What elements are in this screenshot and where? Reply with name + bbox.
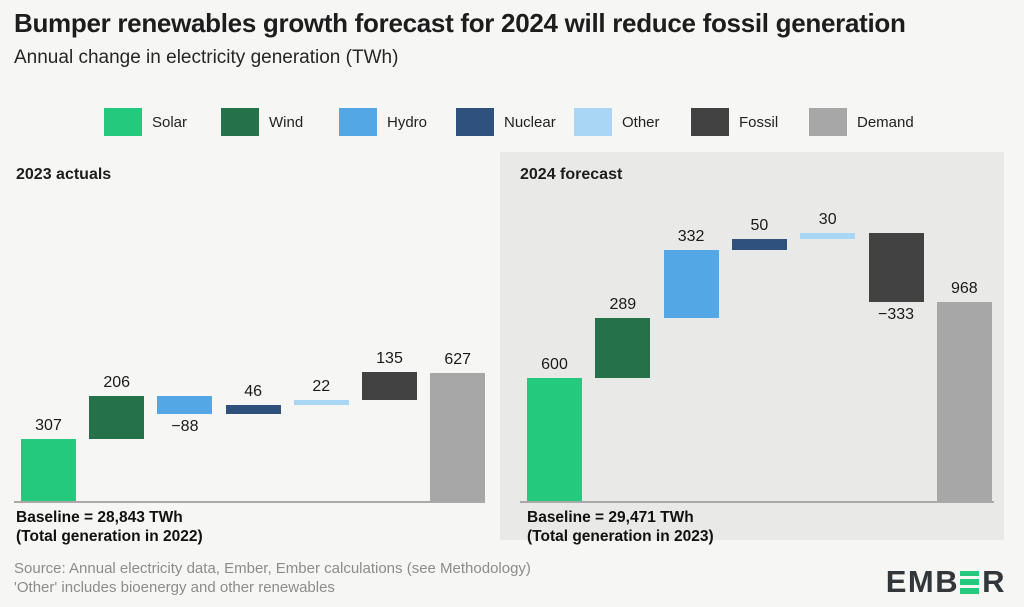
value-label: 206 bbox=[103, 374, 131, 391]
hydro-swatch-icon bbox=[339, 108, 377, 136]
value-label: −333 bbox=[877, 306, 915, 323]
other-definition-note: 'Other' includes bioenergy and other ren… bbox=[14, 579, 335, 596]
bar-wind-2023 bbox=[89, 396, 145, 439]
waterfall-plot-2024: 600 289 332 50 30 −333 968 bbox=[500, 152, 1004, 540]
logo-text-prefix: EMB bbox=[885, 564, 960, 599]
panel-2023-actuals: 2023 actuals 307 206 −88 46 22 135 627 Baselin… bbox=[0, 152, 490, 545]
legend-item-wind: Wind bbox=[221, 108, 303, 136]
source-note: Source: Annual electricity data, Ember, … bbox=[14, 560, 531, 577]
bar-nuclear-2023 bbox=[225, 404, 281, 415]
bar-other-2023 bbox=[293, 400, 349, 405]
chart-subtitle: Annual change in electricity generation … bbox=[14, 47, 399, 68]
bar-fossil-2024 bbox=[868, 233, 924, 302]
bar-other-2024 bbox=[800, 233, 856, 240]
legend-item-fossil: Fossil bbox=[691, 108, 778, 136]
baseline-note: Baseline = 28,843 TWh (Total generation … bbox=[16, 508, 203, 546]
legend-label: Demand bbox=[857, 113, 914, 131]
legend-item-other: Other bbox=[574, 108, 660, 136]
value-label: 968 bbox=[950, 280, 978, 297]
legend-label: Other bbox=[622, 113, 660, 131]
wind-swatch-icon bbox=[221, 108, 259, 136]
baseline-note: Baseline = 29,471 TWh (Total generation … bbox=[527, 508, 714, 546]
legend-label: Nuclear bbox=[504, 113, 556, 131]
bar-solar-2024 bbox=[527, 378, 582, 502]
solar-swatch-icon bbox=[104, 108, 142, 136]
baseline-value: Baseline = 29,471 TWh bbox=[527, 509, 694, 526]
legend-item-solar: Solar bbox=[104, 108, 187, 136]
bar-demand-2023 bbox=[430, 372, 486, 502]
ember-logo: EMB R bbox=[885, 564, 1006, 599]
value-label: 30 bbox=[818, 211, 837, 229]
bar-hydro-2024 bbox=[663, 249, 719, 319]
legend-item-demand: Demand bbox=[809, 108, 914, 136]
value-label: 627 bbox=[444, 350, 472, 368]
value-label: 307 bbox=[35, 416, 62, 434]
value-label: −88 bbox=[171, 418, 199, 436]
baseline-axis bbox=[520, 501, 994, 503]
value-label: 50 bbox=[750, 217, 769, 235]
value-label: 46 bbox=[244, 382, 262, 400]
nuclear-swatch-icon bbox=[456, 108, 494, 136]
page-title: Bumper renewables growth forecast for 20… bbox=[14, 8, 906, 38]
panel-title: 2024 forecast bbox=[520, 166, 623, 183]
value-label: 135 bbox=[376, 350, 403, 368]
legend-item-hydro: Hydro bbox=[339, 108, 427, 136]
bar-hydro-2023 bbox=[157, 396, 213, 415]
legend-label: Wind bbox=[269, 113, 304, 131]
ember-green-e-icon bbox=[960, 570, 980, 594]
baseline-value: Baseline = 28,843 TWh bbox=[16, 509, 183, 526]
value-label: 332 bbox=[677, 227, 705, 245]
bar-solar-2023 bbox=[21, 438, 76, 502]
bar-wind-2024 bbox=[595, 318, 651, 378]
baseline-caption: (Total generation in 2023) bbox=[527, 528, 714, 545]
value-label: 289 bbox=[609, 296, 637, 314]
legend-label: Solar bbox=[152, 113, 188, 131]
legend: Solar Wind Hydro Nuclear Other Fossil De… bbox=[0, 108, 1024, 136]
baseline-caption: (Total generation in 2022) bbox=[16, 528, 203, 545]
waterfall-plot-2023: 307 206 −88 46 22 135 627 bbox=[0, 152, 490, 540]
demand-swatch-icon bbox=[809, 108, 847, 136]
value-label: 600 bbox=[541, 356, 568, 373]
baseline-axis bbox=[14, 501, 485, 503]
legend-label: Hydro bbox=[387, 113, 428, 131]
panel-title: 2023 actuals bbox=[16, 166, 112, 183]
logo-text-suffix: R bbox=[982, 564, 1006, 599]
bar-nuclear-2024 bbox=[731, 239, 787, 250]
fossil-swatch-icon bbox=[691, 108, 729, 136]
bar-demand-2024 bbox=[936, 302, 992, 502]
value-label: 22 bbox=[312, 378, 331, 396]
other-swatch-icon bbox=[574, 108, 612, 136]
legend-label: Fossil bbox=[739, 113, 779, 131]
bar-fossil-2023 bbox=[362, 372, 417, 401]
panel-2024-forecast: 2024 forecast 600 289 332 50 30 −333 968 Basel… bbox=[500, 152, 1004, 545]
legend-item-nuclear: Nuclear bbox=[456, 108, 556, 136]
